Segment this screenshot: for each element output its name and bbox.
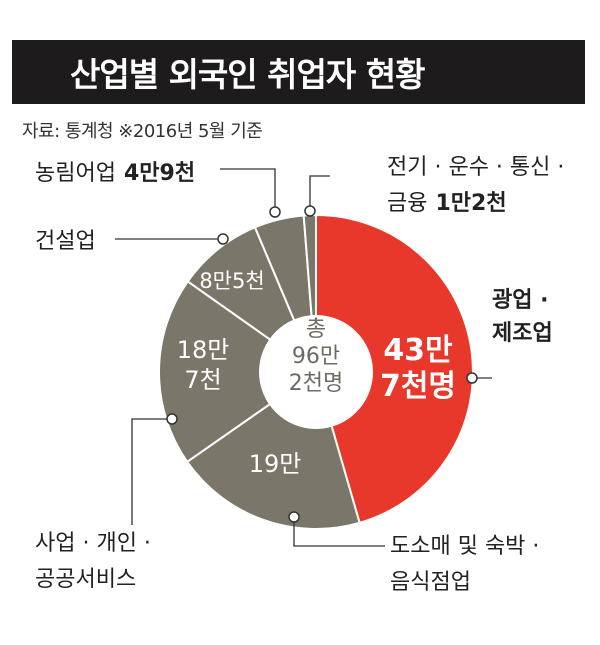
leader-agriculture [220, 168, 276, 212]
value-label-사업-개인-공공서비스: 18만 7천 [177, 336, 230, 394]
leader-services-dot [166, 413, 178, 425]
chart-title: 산업별 외국인 취업자 현황 [12, 40, 585, 104]
value-label-도소매-및-숙박-음식점업: 19만 [249, 450, 302, 478]
category-label-전기-운수-통신-금융: 전기 · 운수 · 통신 · 금융 1만2천 [387, 155, 564, 216]
value-label-광업-제조업: 43만 7천명 [380, 333, 456, 404]
slice-사업-개인-공공서비스 [158, 279, 318, 464]
leader-retail-dot [288, 511, 300, 523]
leader-retail [293, 517, 385, 547]
category-label-도소매-및-숙박-음식점업: 도소매 및 숙박 · 음식점업 [390, 534, 539, 595]
leader-construction-dot [217, 233, 229, 245]
leader-utilities-dot [304, 205, 316, 217]
leader-services [131, 418, 172, 525]
source-note: 자료: 통계청 ※2016년 5월 기준 [22, 121, 263, 142]
category-label-광업-제조업: 광업 · 제조업 [492, 288, 553, 346]
value-label-건설업: 8만5천 [199, 269, 264, 293]
total-label: 총 96만 2천명 [289, 317, 343, 396]
leader-manufacturing-dot [466, 372, 478, 384]
leader-agriculture-dot [269, 206, 281, 218]
leader-utilities [309, 175, 330, 211]
category-label-건설업: 건설업 [35, 229, 96, 254]
category-label-농림어업: 농림어업 4만9천 [35, 161, 195, 186]
donut-hole [259, 315, 373, 429]
slice-광업-제조업 [315, 213, 474, 525]
category-label-사업-개인-공공서비스: 사업 · 개인 · 공공서비스 [35, 531, 151, 592]
